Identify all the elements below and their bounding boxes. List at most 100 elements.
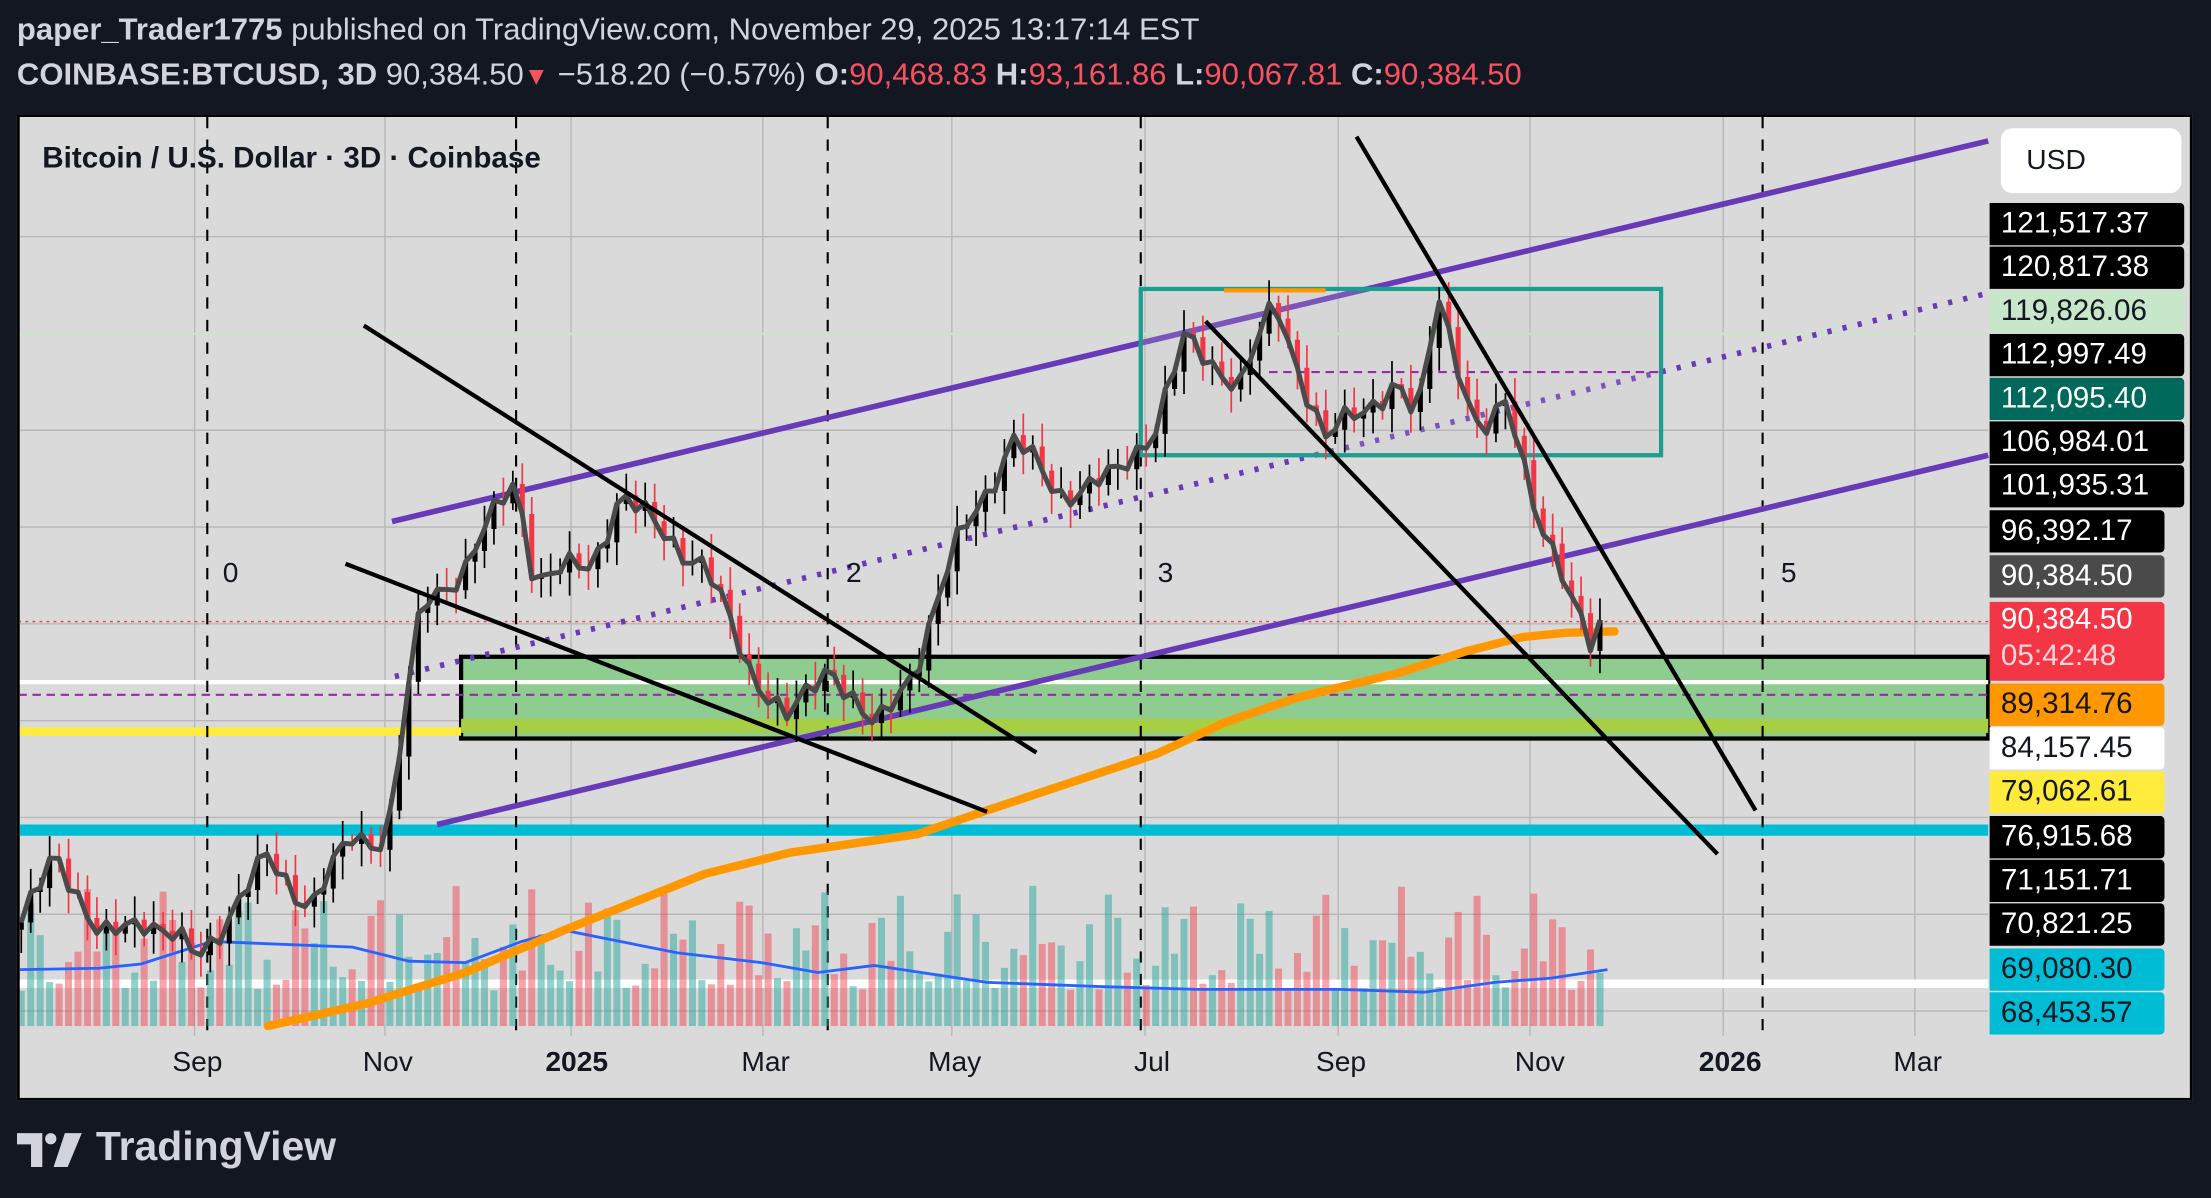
volume-bar: [1350, 965, 1358, 1027]
candle-body: [1086, 478, 1093, 494]
volume-bar: [1568, 989, 1576, 1027]
candle-body: [103, 921, 109, 934]
candle-body: [935, 597, 941, 624]
price-label[interactable]: 112,997.49: [1989, 334, 2185, 377]
candle-body: [472, 550, 478, 562]
wave-label-0[interactable]: 0: [222, 558, 239, 590]
volume-bar: [320, 900, 328, 1027]
volume-bar: [291, 910, 299, 1027]
currency-button[interactable]: USD: [2000, 128, 2182, 194]
channel-upper-line[interactable]: [391, 138, 1989, 525]
close-label: C:: [1351, 56, 1384, 92]
chart-panel[interactable]: Bitcoin / U.S. Dollar · 3D · Coinbase 0 …: [16, 114, 2193, 1101]
price-label[interactable]: 96,392.17: [1989, 510, 2165, 553]
volume-bar: [1265, 911, 1273, 1027]
candle-body: [66, 858, 72, 891]
price-label[interactable]: 119,826.06: [1989, 290, 2185, 333]
open-label: O:: [814, 56, 850, 92]
volume-bar: [244, 902, 252, 1027]
candle-body: [1020, 435, 1026, 453]
volume-bar: [112, 932, 120, 1027]
volume-bar: [944, 931, 952, 1027]
volume-bar: [93, 951, 101, 1027]
volume-bar: [178, 961, 186, 1027]
volume-bar: [83, 889, 91, 1027]
candle-body: [1351, 407, 1357, 419]
channel-middle-line[interactable]: [394, 290, 1989, 680]
price-label[interactable]: 76,915.68: [1989, 816, 2165, 859]
low-value: 90,067.81: [1204, 56, 1343, 92]
volume-bar: [802, 950, 810, 1027]
candle-body: [1493, 406, 1499, 434]
volume-bar: [698, 980, 706, 1027]
volume-bar: [480, 959, 489, 1027]
price-label[interactable]: 79,062.61: [1989, 770, 2165, 814]
volume-bar: [1095, 989, 1103, 1027]
price-label[interactable]: 69,080.30: [1989, 948, 2165, 991]
wave-label-5[interactable]: 5: [1780, 558, 1797, 590]
price-label[interactable]: 90,384.50: [1989, 555, 2165, 598]
price-label[interactable]: 106,984.01: [1989, 421, 2185, 464]
candle-body: [463, 561, 469, 591]
candle-body: [236, 897, 242, 918]
volume-bar: [46, 982, 54, 1027]
candle-body: [1181, 333, 1187, 372]
volume-bar: [1246, 918, 1254, 1027]
volume-bar: [651, 968, 659, 1027]
candle-body: [1105, 466, 1111, 485]
channel-lower-line[interactable]: [436, 452, 1989, 828]
volume-bar: [594, 971, 602, 1027]
price-label-text: 121,517.37: [2000, 207, 2150, 240]
price-chart[interactable]: [19, 116, 2190, 1098]
high-label: H:: [995, 56, 1029, 92]
price-label[interactable]: 89,314.76: [1989, 683, 2165, 726]
volume-bar: [1322, 894, 1330, 1027]
candle-body: [207, 937, 213, 956]
moving-average-line[interactable]: [263, 627, 1619, 1031]
author-name[interactable]: paper_Trader1775: [16, 11, 283, 47]
volume-bar: [925, 981, 933, 1027]
wave-label-2[interactable]: 2: [846, 558, 862, 590]
price-label[interactable]: 84,157.45: [1989, 727, 2165, 770]
tradingview-logo[interactable]: TradingView: [16, 1125, 336, 1172]
volume-bar: [849, 986, 857, 1027]
candle-body: [1172, 371, 1178, 389]
volume-bar: [584, 902, 592, 1027]
price-label[interactable]: 71,151.71: [1989, 859, 2165, 903]
candle-body: [954, 528, 960, 572]
volume-bar: [1520, 948, 1528, 1027]
volume-bar: [528, 889, 536, 1027]
price-label[interactable]: 101,935.31: [1989, 465, 2185, 508]
price-label[interactable]: 121,517.37: [1989, 202, 2185, 246]
symbol-info: COINBASE:BTCUSD, 3D 90,384.50▼ −518.20 (…: [17, 56, 1522, 93]
trendline-4: [1354, 135, 1758, 812]
price-label[interactable]: 90,384.50 05:42:48: [1989, 601, 2165, 681]
price-label-text: 71,151.71: [2000, 863, 2133, 897]
candle-body: [321, 888, 327, 895]
volume-bar: [471, 938, 479, 1027]
candle-body: [330, 856, 336, 889]
triangle-down-icon: ▼: [523, 62, 549, 91]
trendlines[interactable]: [344, 135, 1758, 856]
price-label-text: 120,817.38: [2000, 250, 2150, 284]
volume-bar: [1539, 961, 1547, 1027]
low-label: L:: [1175, 56, 1205, 92]
price-label-text: 112,997.49: [2000, 338, 2147, 371]
volume-bar: [1331, 989, 1339, 1027]
volume-bar: [764, 933, 772, 1027]
candle-body: [841, 674, 847, 698]
price-label[interactable]: 70,821.25: [1989, 903, 2165, 946]
close-value: 90,384.50: [1383, 56, 1522, 92]
candle-body: [396, 756, 402, 811]
price-label-text: 119,826.06: [2000, 294, 2147, 327]
price-label[interactable]: 120,817.38: [1989, 246, 2185, 289]
volume-bar: [1019, 955, 1027, 1027]
wave-label-3[interactable]: 3: [1157, 558, 1174, 590]
price-label[interactable]: 112,095.40: [1989, 377, 2185, 421]
candle-body: [718, 583, 724, 590]
volume-bar: [1227, 982, 1235, 1027]
volume-bar: [1473, 895, 1481, 1027]
price-label[interactable]: 68,453.57: [1989, 992, 2165, 1035]
volume-bar: [1416, 951, 1424, 1027]
